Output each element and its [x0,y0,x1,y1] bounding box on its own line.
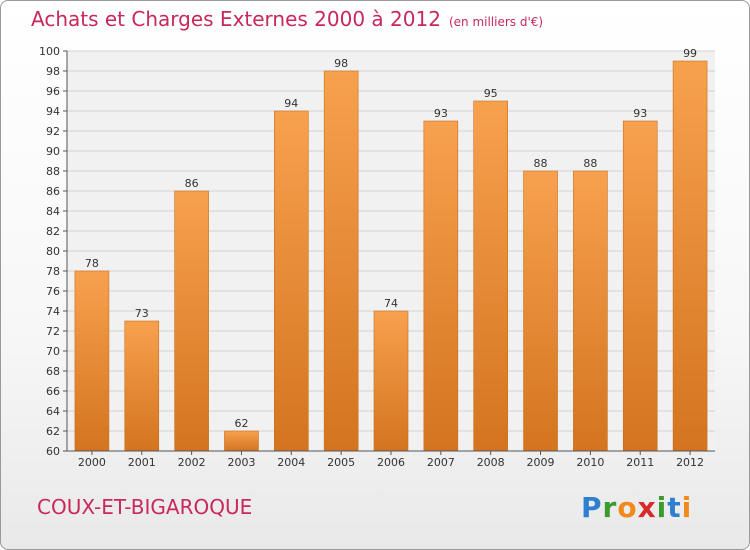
y-tick-label: 60 [46,445,60,458]
y-tick-label: 80 [46,245,60,258]
x-tick-label: 2009 [527,456,555,469]
bar [74,270,110,452]
data-label: 86 [185,177,199,190]
bar [573,170,608,452]
logo-letter: i [681,491,693,524]
y-tick-label: 72 [46,325,60,338]
bar [672,60,708,452]
y-tick-label: 88 [46,165,60,178]
bar [323,70,359,452]
data-label: 88 [583,157,597,170]
data-label: 78 [85,257,99,270]
proxiti-logo: Proxiti [581,491,692,524]
x-tick-label: 2003 [227,456,255,469]
bar [473,100,508,452]
y-tick-label: 92 [46,125,60,138]
bar [124,320,160,452]
bar [373,310,409,452]
bar [423,120,459,452]
data-label: 95 [484,87,498,100]
logo-letter: x [637,491,657,524]
y-tick-label: 90 [46,145,60,158]
y-tick-label: 62 [46,425,60,438]
x-tick-label: 2005 [327,456,355,469]
x-tick-label: 2006 [377,456,405,469]
y-tick-label: 66 [46,385,60,398]
y-tick-label: 64 [46,405,60,418]
x-tick-label: 2002 [178,456,206,469]
y-tick-label: 78 [46,265,60,278]
data-label: 88 [534,157,548,170]
x-tick-label: 2010 [576,456,604,469]
y-tick-label: 76 [46,285,60,298]
bar [622,120,658,452]
y-tick-label: 84 [46,205,60,218]
x-tick-label: 2007 [427,456,455,469]
data-label: 98 [334,57,348,70]
y-tick-label: 74 [46,305,60,318]
logo-letter: t [667,491,682,524]
x-tick-label: 2011 [626,456,654,469]
chart-title: Achats et Charges Externes 2000 à 2012 (e… [31,7,543,31]
data-label: 93 [434,107,448,120]
bar [523,170,558,452]
data-label: 93 [633,107,647,120]
data-label: 73 [135,307,149,320]
data-label: 94 [284,97,298,110]
x-tick-label: 2000 [78,456,106,469]
y-tick-label: 94 [46,105,60,118]
data-label: 62 [234,417,248,430]
y-tick-label: 86 [46,185,60,198]
bar [224,430,259,452]
x-tick-label: 2004 [277,456,305,469]
x-tick-label: 2008 [477,456,505,469]
y-tick-label: 82 [46,225,60,238]
data-label: 99 [683,47,697,60]
x-tick-label: 2001 [128,456,156,469]
bar [274,110,309,452]
logo-letter: r [602,491,618,524]
y-tick-label: 68 [46,365,60,378]
y-tick-label: 100 [39,45,60,58]
y-tick-label: 70 [46,345,60,358]
logo-letter: i [656,491,668,524]
data-label: 74 [384,297,398,310]
bar [174,190,209,452]
logo-letter: o [617,491,638,524]
y-tick-label: 96 [46,85,60,98]
x-tick-label: 2012 [676,456,704,469]
town-name: COUX-ET-BIGAROQUE [37,495,253,519]
chart-unit: (en milliers d'€) [448,15,544,29]
y-tick-label: 98 [46,65,60,78]
logo-letter: P [581,491,603,524]
chart-title-text: Achats et Charges Externes 2000 à 2012 [31,7,441,31]
